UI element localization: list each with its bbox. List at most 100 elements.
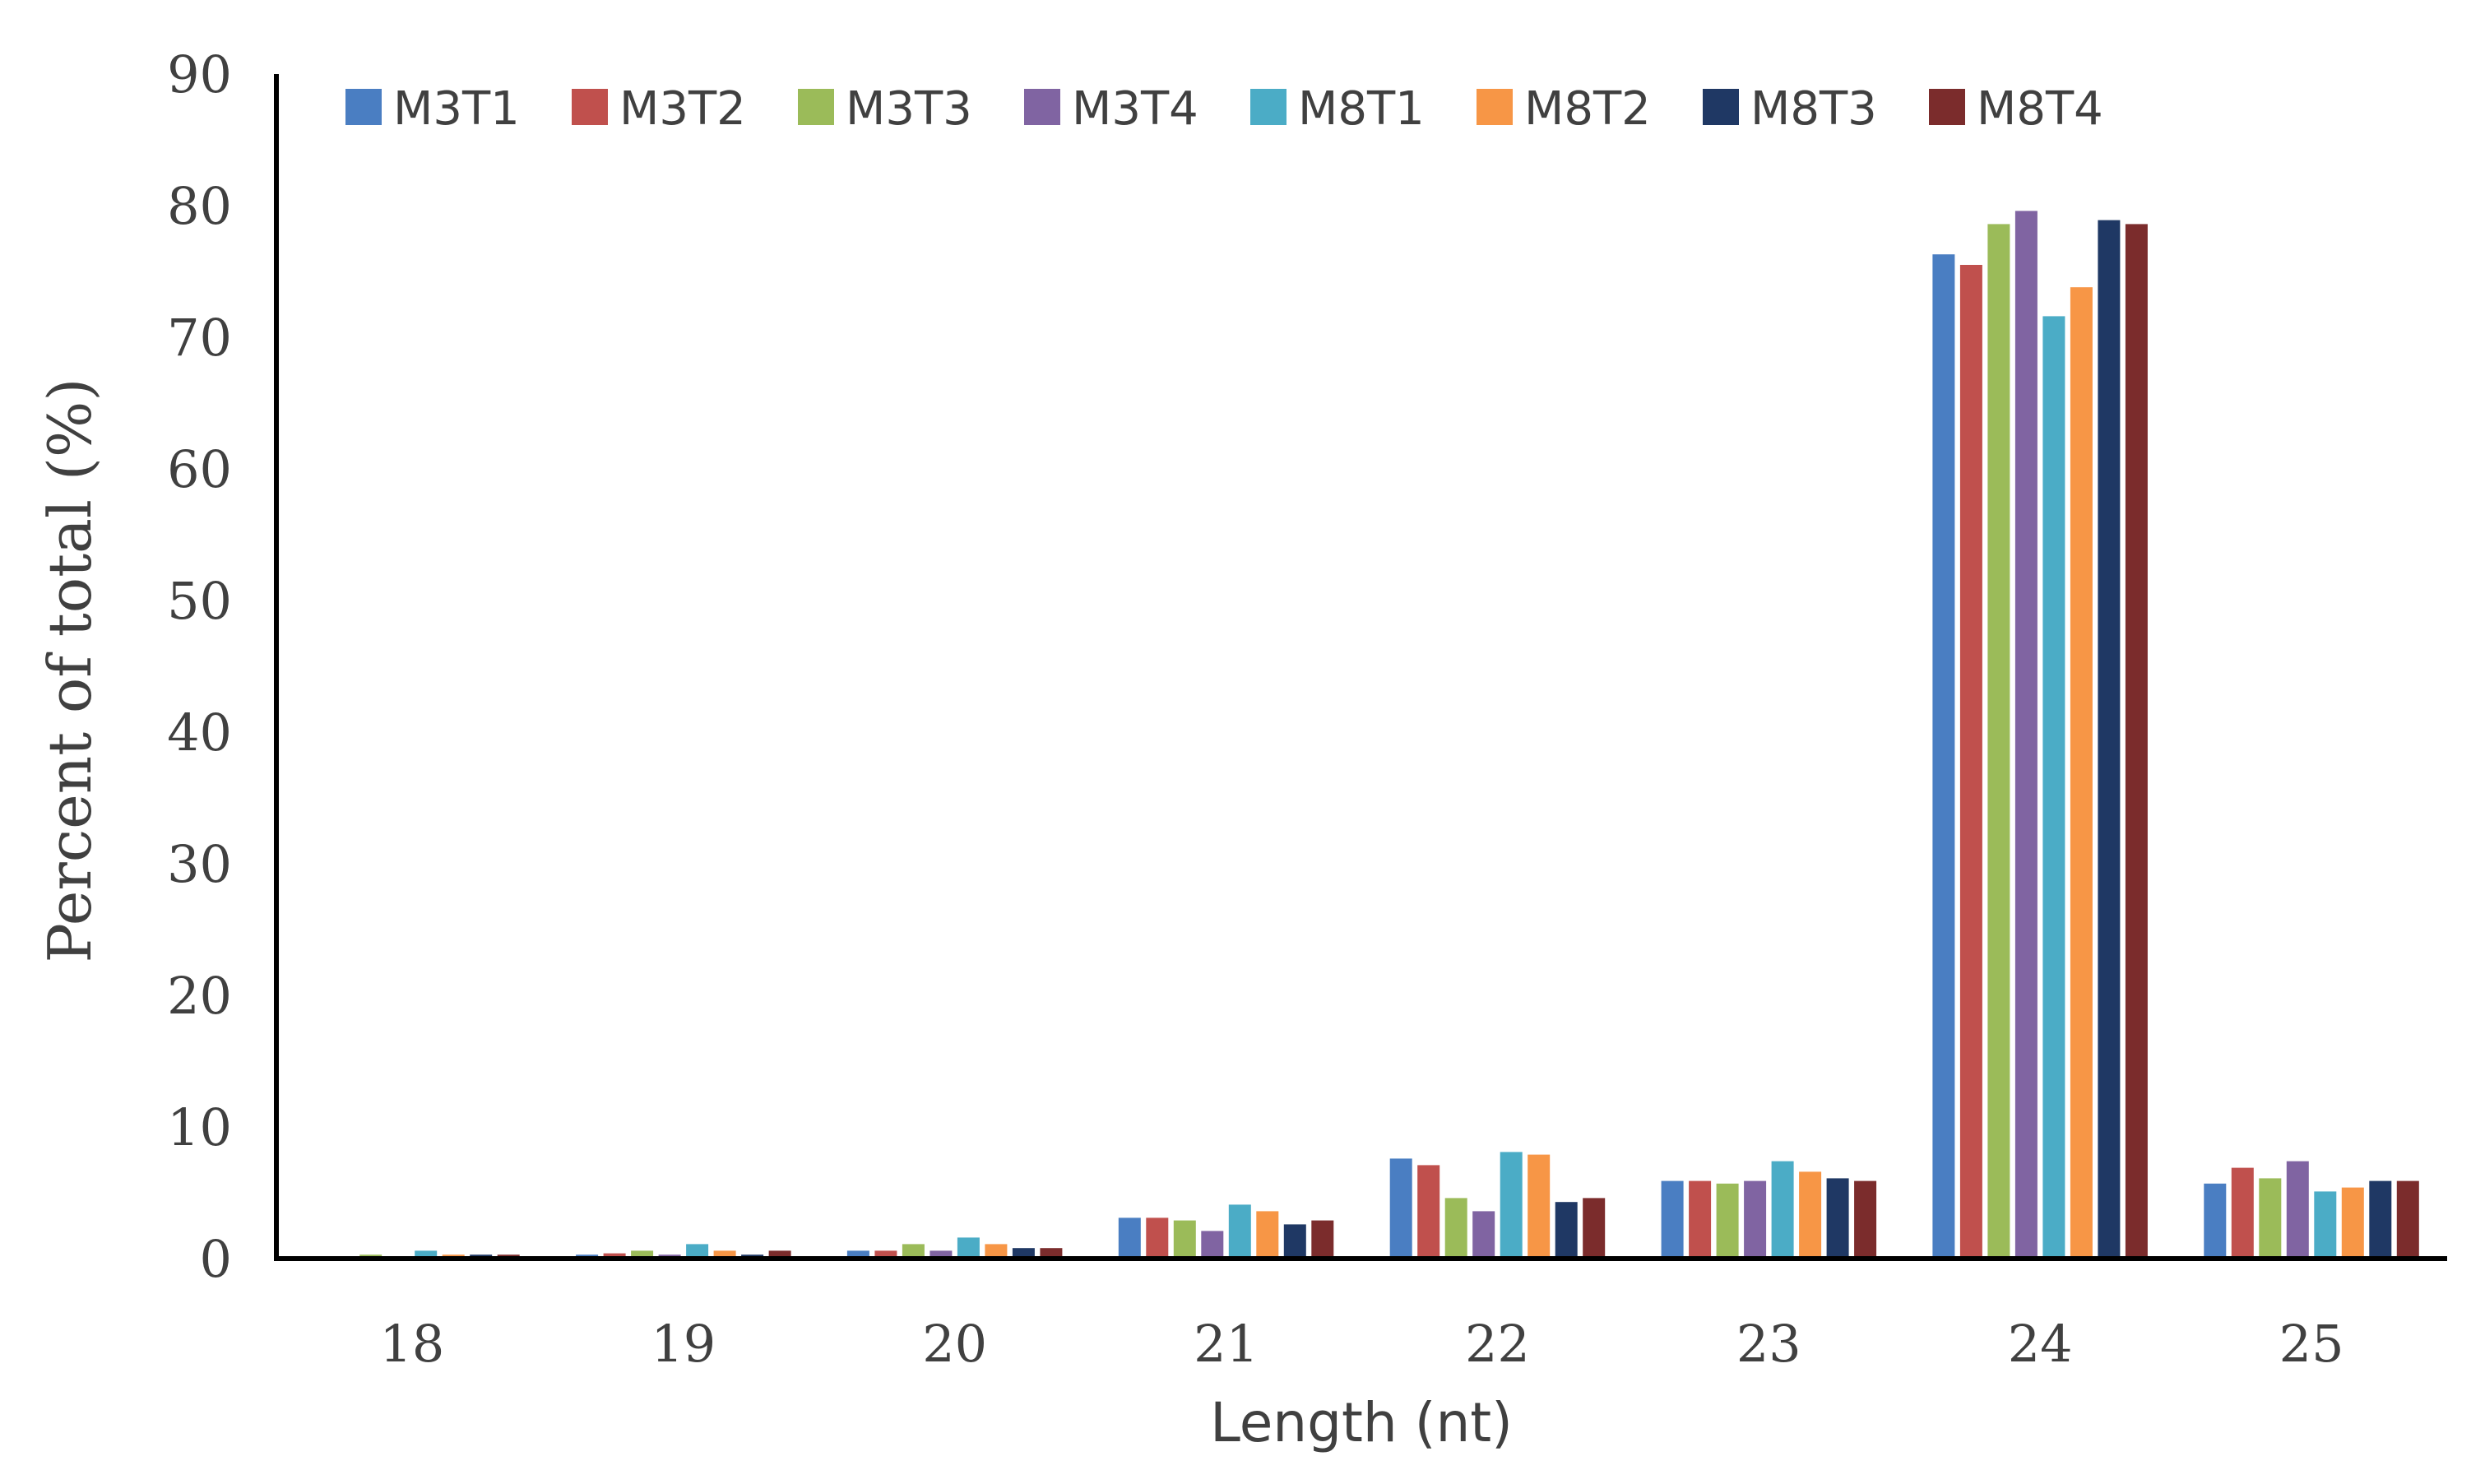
y-tick-label: 10 bbox=[167, 1097, 232, 1157]
bar-M8T2-22 bbox=[1528, 1154, 1551, 1259]
bar-M3T1-20 bbox=[846, 1250, 869, 1259]
bar-M3T1-21 bbox=[1118, 1217, 1141, 1259]
bar-M8T4-20 bbox=[1040, 1248, 1063, 1259]
bar-M8T1-18 bbox=[415, 1250, 438, 1259]
bar-M3T2-25 bbox=[2231, 1167, 2254, 1259]
bar-M3T4-24 bbox=[2014, 211, 2038, 1259]
y-tick-label: 90 bbox=[167, 44, 232, 104]
y-tick-label: 0 bbox=[200, 1229, 232, 1289]
x-tick-label: 23 bbox=[1736, 1314, 1801, 1374]
legend-swatch bbox=[1703, 89, 1739, 125]
x-tick-label: 20 bbox=[922, 1314, 987, 1374]
bar-M3T2-23 bbox=[1689, 1180, 1712, 1259]
bar-M8T1-24 bbox=[2042, 316, 2065, 1259]
bar-M3T3-19 bbox=[631, 1250, 654, 1259]
legend-swatch bbox=[1250, 89, 1286, 125]
bar-M3T3-21 bbox=[1173, 1220, 1196, 1259]
bar-M3T2-19 bbox=[603, 1253, 626, 1259]
legend-item-M8T3: M8T3 bbox=[1703, 82, 1877, 136]
legend-label: M3T1 bbox=[393, 82, 520, 136]
bar-M8T1-21 bbox=[1228, 1204, 1251, 1259]
legend-swatch bbox=[1024, 89, 1060, 125]
bar-M3T2-20 bbox=[874, 1250, 897, 1259]
bar-M3T4-20 bbox=[930, 1250, 953, 1259]
bar-M3T2-24 bbox=[1959, 265, 1982, 1259]
x-tick-label: 24 bbox=[2008, 1314, 2073, 1374]
x-tick-label: 18 bbox=[379, 1314, 444, 1374]
legend-label: M8T4 bbox=[1977, 82, 2103, 136]
bar-M3T4-21 bbox=[1201, 1231, 1224, 1259]
bar-M8T3-23 bbox=[1826, 1178, 1849, 1259]
bar-M8T4-21 bbox=[1311, 1220, 1334, 1259]
legend-item-M8T2: M8T2 bbox=[1477, 82, 1651, 136]
legend-swatch bbox=[345, 89, 382, 125]
bar-M8T1-20 bbox=[957, 1237, 980, 1259]
y-axis-title: Percent of total (%) bbox=[35, 378, 104, 963]
bar-M8T3-21 bbox=[1283, 1224, 1306, 1259]
legend-item-M3T4: M3T4 bbox=[1024, 82, 1198, 136]
bar-M8T4-23 bbox=[1854, 1180, 1877, 1259]
bar-M8T4-22 bbox=[1583, 1198, 1606, 1259]
bar-M3T2-21 bbox=[1146, 1217, 1169, 1259]
bar-M3T3-24 bbox=[1987, 224, 2010, 1259]
x-tick-label: 22 bbox=[1465, 1314, 1530, 1374]
legend-label: M8T2 bbox=[1524, 82, 1651, 136]
bar-M3T3-25 bbox=[2259, 1178, 2282, 1259]
x-tick-label: 25 bbox=[2279, 1314, 2344, 1374]
x-tick-label: 21 bbox=[1194, 1314, 1259, 1374]
y-tick-label: 70 bbox=[167, 308, 232, 368]
legend-swatch bbox=[572, 89, 608, 125]
legend-swatch bbox=[798, 89, 834, 125]
legend-label: M8T1 bbox=[1298, 82, 1425, 136]
bar-M3T1-22 bbox=[1389, 1158, 1412, 1259]
bar-M3T1-25 bbox=[2204, 1183, 2227, 1259]
y-ticks-layer: 0 10 20 30 40 50 60 70 80 90 bbox=[167, 44, 232, 1289]
x-tick-label: 19 bbox=[651, 1314, 716, 1374]
bar-M8T1-19 bbox=[686, 1244, 709, 1259]
bar-M8T3-24 bbox=[2098, 220, 2121, 1259]
bar-M8T3-25 bbox=[2369, 1180, 2392, 1259]
bar-M3T1-23 bbox=[1661, 1180, 1684, 1259]
bar-M8T2-24 bbox=[2070, 287, 2093, 1259]
bar-M8T2-25 bbox=[2341, 1187, 2364, 1259]
legend-label: M3T4 bbox=[1072, 82, 1198, 136]
legend-item-M3T2: M3T2 bbox=[572, 82, 746, 136]
bar-M3T4-22 bbox=[1472, 1211, 1495, 1259]
legend-item-M8T1: M8T1 bbox=[1250, 82, 1425, 136]
bar-M8T1-23 bbox=[1771, 1161, 1794, 1259]
y-tick-label: 60 bbox=[167, 439, 232, 499]
bar-M8T4-25 bbox=[2396, 1180, 2419, 1259]
bar-M8T2-20 bbox=[985, 1244, 1008, 1259]
bar-M8T2-21 bbox=[1256, 1211, 1279, 1259]
bar-M8T1-25 bbox=[2314, 1191, 2337, 1259]
legend-label: M8T3 bbox=[1750, 82, 1877, 136]
x-ticks-layer: 18 19 20 21 22 23 24 25 bbox=[379, 1314, 2344, 1374]
legend-item-M3T1: M3T1 bbox=[345, 82, 520, 136]
legend-swatch bbox=[1929, 89, 1965, 125]
bar-M3T3-20 bbox=[902, 1244, 925, 1259]
bar-M8T4-24 bbox=[2125, 224, 2148, 1259]
bar-M8T3-22 bbox=[1555, 1202, 1578, 1259]
x-axis-title: Length (nt) bbox=[1210, 1391, 1513, 1454]
legend-swatch bbox=[1477, 89, 1513, 125]
y-tick-label: 80 bbox=[167, 176, 232, 236]
bars-layer bbox=[304, 211, 2419, 1259]
y-tick-label: 30 bbox=[167, 834, 232, 894]
legend: M3T1 M3T2 M3T3 M3T4 M8T1 M8T2 M8T3 M8T4 bbox=[345, 82, 2103, 136]
bar-M3T3-23 bbox=[1716, 1183, 1739, 1259]
bar-M8T2-23 bbox=[1799, 1171, 1822, 1259]
legend-label: M3T3 bbox=[846, 82, 972, 136]
bar-M3T1-24 bbox=[1932, 254, 1955, 1259]
bar-M3T3-22 bbox=[1444, 1198, 1467, 1259]
bar-M3T4-25 bbox=[2286, 1161, 2309, 1259]
bar-M8T3-20 bbox=[1012, 1248, 1035, 1259]
legend-item-M8T4: M8T4 bbox=[1929, 82, 2103, 136]
bar-M3T2-22 bbox=[1417, 1165, 1440, 1259]
bar-M3T4-23 bbox=[1744, 1180, 1767, 1259]
y-tick-label: 50 bbox=[167, 571, 232, 631]
bar-M8T2-19 bbox=[713, 1250, 736, 1259]
bar-M8T1-22 bbox=[1500, 1152, 1523, 1259]
legend-label: M3T2 bbox=[619, 82, 746, 136]
bar-M8T4-19 bbox=[768, 1250, 791, 1259]
